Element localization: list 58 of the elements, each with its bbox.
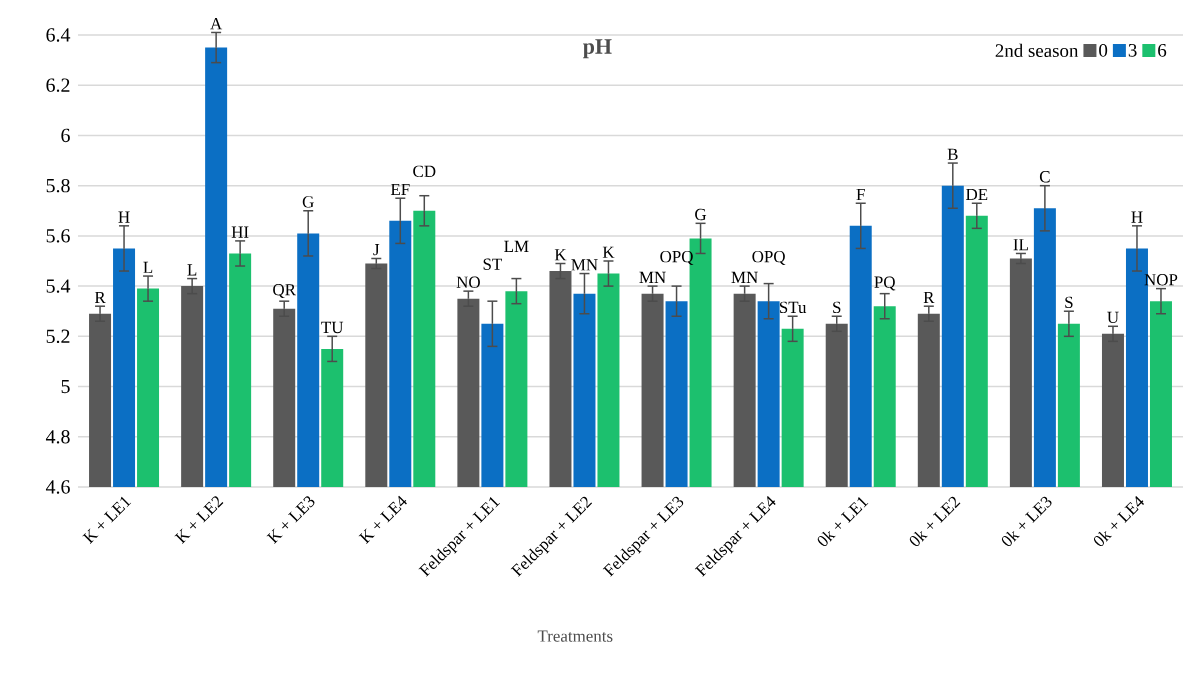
data-label: H (1131, 211, 1143, 223)
data-label: NO (456, 276, 480, 288)
data-label: IL (1013, 239, 1028, 251)
legend-label: 6 (1158, 44, 1167, 57)
data-label: EF (390, 183, 410, 196)
y-tick-label: 6.2 (46, 78, 70, 92)
x-axis-title: Treatments (537, 630, 613, 642)
data-label: STu (779, 301, 807, 314)
data-label: C (1039, 171, 1050, 183)
y-tick-label: 6.4 (46, 28, 71, 42)
x-tick-label: 0k + LE1 (817, 497, 869, 547)
x-tick-label: K + LE2 (174, 496, 224, 544)
x-tick-label: K + LE4 (358, 495, 407, 544)
x-tick-label: 0k + LE2 (909, 496, 961, 547)
data-label: S (833, 301, 841, 314)
data-label: ST (483, 258, 502, 270)
y-tick-label: 4.8 (45, 430, 70, 444)
legend-title: 2nd season (995, 43, 1079, 58)
y-tick-label: 5.8 (46, 178, 70, 193)
data-label: G (695, 208, 707, 221)
data-label: HI (231, 226, 249, 238)
y-tick-label: 5 (61, 379, 70, 394)
data-label: MN (571, 259, 598, 271)
y-tick-label: 5.2 (46, 329, 70, 344)
y-tick-label: 6 (61, 128, 70, 143)
data-label: A (210, 18, 223, 30)
data-label: J (373, 244, 380, 256)
data-label: DE (966, 188, 988, 201)
data-label: QR (273, 284, 296, 298)
data-label: MN (639, 271, 666, 283)
data-label: K (554, 249, 567, 261)
data-label: OPQ (752, 250, 786, 265)
data-label: U (1107, 311, 1119, 324)
x-tick-label: K + LE1 (82, 496, 132, 544)
data-label: R (94, 291, 106, 303)
data-label: L (143, 261, 153, 273)
x-tick-label: 0k + LE4 (1094, 496, 1145, 547)
data-label: R (923, 291, 935, 303)
y-tick-label: 4.6 (45, 480, 70, 494)
data-label: LM (504, 240, 529, 252)
data-label: PQ (874, 276, 896, 291)
data-label: L (187, 264, 197, 276)
y-tick-label: 5.6 (46, 229, 70, 243)
data-label: S (1065, 296, 1073, 309)
data-label: G (302, 196, 314, 208)
chart-title: pH (583, 39, 612, 59)
legend-label: 0 (1099, 43, 1108, 57)
data-label: H (118, 211, 130, 223)
x-tick-label: 0k + LE3 (1001, 496, 1052, 547)
data-label: TU (321, 321, 344, 334)
data-label: K (602, 246, 615, 258)
x-tick-label: K + LE3 (266, 496, 315, 544)
data-label: CD (413, 165, 436, 178)
data-label: B (947, 148, 958, 160)
y-tick-label: 5.4 (46, 279, 71, 293)
legend-label: 3 (1128, 44, 1137, 57)
data-label: MN (731, 271, 758, 283)
data-label: F (856, 188, 865, 201)
